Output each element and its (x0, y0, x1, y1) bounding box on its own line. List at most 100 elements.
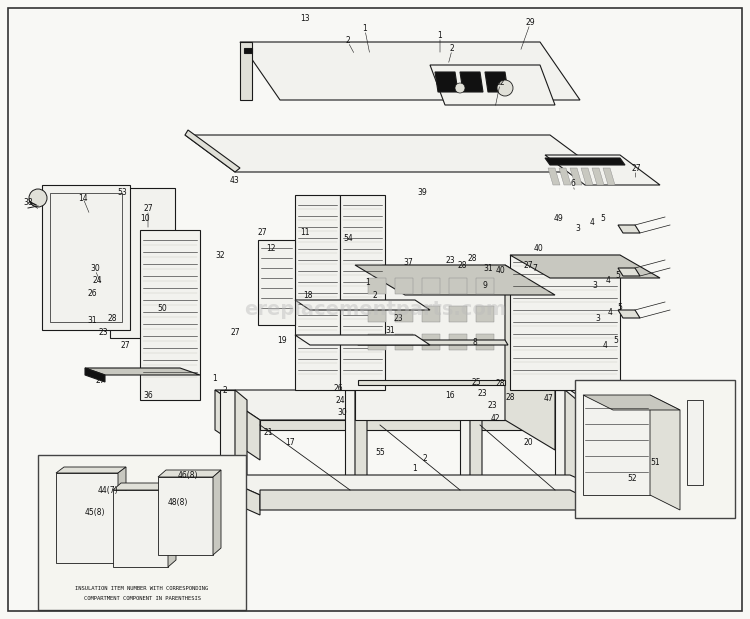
Text: 5: 5 (617, 303, 622, 311)
Circle shape (455, 83, 465, 93)
Polygon shape (460, 390, 470, 480)
Polygon shape (460, 72, 483, 92)
Text: 27: 27 (632, 163, 640, 173)
Text: 11: 11 (300, 228, 310, 236)
Text: 51: 51 (650, 457, 660, 467)
Polygon shape (618, 225, 640, 233)
Text: 27: 27 (95, 376, 105, 384)
Text: 8: 8 (472, 337, 477, 347)
Polygon shape (240, 42, 252, 100)
Text: 48(8): 48(8) (168, 498, 188, 506)
Text: 13: 13 (300, 14, 310, 22)
Text: 28: 28 (495, 378, 505, 387)
Text: 7: 7 (532, 264, 538, 272)
Polygon shape (85, 368, 105, 382)
Text: 38: 38 (23, 197, 33, 207)
Text: 53: 53 (117, 188, 127, 196)
Text: 45(8): 45(8) (85, 508, 105, 516)
Polygon shape (687, 400, 703, 485)
Text: 55: 55 (375, 448, 385, 456)
Polygon shape (235, 390, 247, 490)
Text: 25: 25 (471, 378, 481, 386)
Text: 40: 40 (533, 243, 543, 253)
Polygon shape (56, 473, 118, 563)
Text: 43: 43 (230, 176, 240, 184)
Polygon shape (581, 168, 593, 185)
Text: 31: 31 (87, 316, 97, 324)
Polygon shape (244, 48, 252, 53)
Text: 17: 17 (285, 438, 295, 446)
Text: ereplacementparts.com: ereplacementparts.com (244, 300, 506, 319)
Text: 16: 16 (446, 391, 454, 399)
Text: 1: 1 (366, 277, 370, 287)
Polygon shape (618, 268, 640, 276)
Text: 3: 3 (592, 280, 598, 290)
Polygon shape (422, 278, 440, 294)
Text: 46(8): 46(8) (178, 470, 198, 480)
Text: 27: 27 (143, 204, 153, 212)
Polygon shape (435, 72, 458, 92)
Polygon shape (545, 155, 660, 185)
Polygon shape (56, 467, 126, 473)
Text: 2: 2 (373, 290, 377, 300)
Text: 5: 5 (614, 335, 619, 345)
Text: 1: 1 (363, 24, 368, 33)
Polygon shape (555, 390, 565, 480)
Text: 19: 19 (278, 335, 286, 345)
Text: 3: 3 (596, 313, 601, 322)
Text: 32: 32 (215, 251, 225, 259)
Text: 2: 2 (450, 43, 454, 53)
Polygon shape (430, 65, 555, 105)
Text: 27: 27 (120, 340, 130, 350)
Polygon shape (368, 306, 386, 322)
Text: 2: 2 (346, 35, 350, 45)
Text: 27: 27 (257, 228, 267, 236)
Polygon shape (185, 130, 240, 172)
Text: 27: 27 (230, 327, 240, 337)
Polygon shape (358, 380, 505, 385)
Text: 1: 1 (413, 464, 417, 472)
Polygon shape (583, 395, 650, 495)
Text: INSULATION ITEM NUMBER WITH CORRESPONDING: INSULATION ITEM NUMBER WITH CORRESPONDIN… (75, 586, 209, 591)
Polygon shape (140, 230, 200, 400)
Polygon shape (215, 475, 615, 495)
Text: 9: 9 (482, 280, 488, 290)
Polygon shape (510, 255, 620, 390)
Text: 24: 24 (335, 396, 345, 404)
Polygon shape (470, 390, 482, 490)
Polygon shape (368, 278, 386, 294)
Polygon shape (355, 390, 367, 490)
Polygon shape (260, 490, 610, 510)
Text: 23: 23 (393, 313, 403, 322)
Polygon shape (510, 255, 660, 278)
Polygon shape (258, 240, 295, 325)
Text: 12: 12 (266, 243, 276, 253)
Polygon shape (113, 490, 168, 567)
Polygon shape (505, 265, 555, 450)
Text: 44(7): 44(7) (98, 485, 118, 495)
Polygon shape (592, 168, 604, 185)
Polygon shape (295, 195, 340, 390)
Polygon shape (340, 195, 385, 390)
Text: 31: 31 (483, 264, 493, 272)
Text: 24: 24 (92, 275, 102, 285)
Polygon shape (168, 483, 176, 567)
Text: 28: 28 (467, 254, 477, 262)
Polygon shape (85, 368, 200, 375)
Polygon shape (295, 300, 430, 310)
Text: 47: 47 (543, 394, 553, 402)
Polygon shape (185, 135, 600, 172)
Polygon shape (110, 188, 175, 338)
Polygon shape (158, 477, 213, 555)
Text: 54: 54 (343, 233, 352, 243)
Polygon shape (295, 335, 430, 345)
Polygon shape (213, 470, 221, 555)
Polygon shape (260, 420, 615, 430)
Text: 6: 6 (571, 178, 575, 188)
Polygon shape (158, 470, 221, 477)
Text: 1: 1 (213, 373, 217, 383)
Text: 50: 50 (158, 303, 166, 313)
Polygon shape (38, 455, 246, 610)
Text: 40: 40 (495, 266, 505, 274)
Polygon shape (358, 340, 508, 345)
